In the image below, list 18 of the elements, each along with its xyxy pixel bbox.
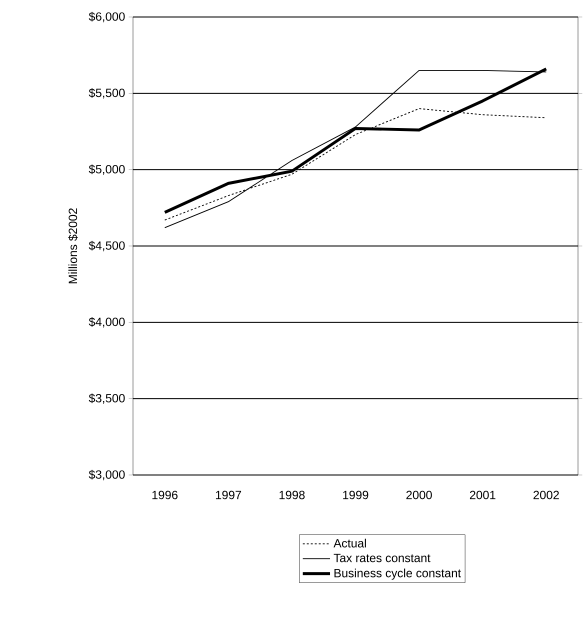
y-tick-label: $5,500 (88, 88, 125, 99)
legend-label: Tax rates constant (334, 554, 430, 562)
x-tick-label: 1999 (343, 490, 368, 500)
y-tick-label: $3,000 (88, 470, 125, 480)
x-tick-label: 1997 (216, 490, 242, 500)
x-tick-label: 2002 (534, 490, 559, 500)
x-tick-label: 1996 (152, 490, 178, 500)
x-tick-label: 2000 (406, 490, 432, 500)
y-tick-label: $4,500 (88, 240, 125, 252)
y-axis-title: Millions $2002 (68, 208, 78, 284)
y-tick-label: $4,000 (88, 317, 125, 328)
y-tick-label: $5,000 (88, 164, 125, 175)
y-tick-label: $6,000 (88, 12, 125, 22)
x-tick-label: 2001 (470, 490, 496, 500)
legend-label: Business cycle constant (334, 568, 461, 580)
legend-label: Actual (334, 538, 366, 548)
y-tick-label: $3,500 (88, 393, 125, 404)
x-tick-label: 1998 (280, 490, 305, 500)
